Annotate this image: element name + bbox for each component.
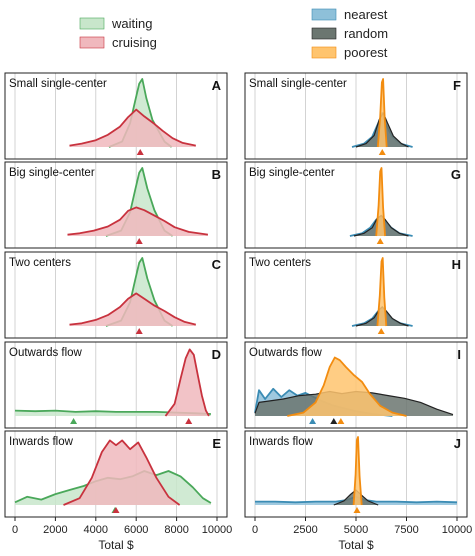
- x-tick-label: 10000: [202, 524, 233, 536]
- panel-letter: C: [212, 257, 222, 272]
- panel-letter: I: [457, 347, 461, 362]
- panel-title: Two centers: [9, 257, 71, 269]
- panel-letter: E: [212, 436, 221, 451]
- panel-f: Small single-center F: [244, 72, 468, 160]
- mean-marker-nearest: [309, 418, 317, 424]
- panel-frame: [4, 341, 228, 429]
- panel-letter: F: [453, 78, 461, 93]
- panel-letter: D: [212, 347, 221, 362]
- panel-frame: [4, 72, 228, 160]
- panel-title: Outwards flow: [9, 347, 83, 359]
- legend-item-waiting: waiting: [79, 16, 152, 31]
- x-tick-label: 2000: [43, 524, 67, 536]
- legend-item-nearest: nearest: [311, 7, 388, 22]
- panel-d: Outwards flow D: [4, 341, 228, 429]
- mean-marker-poorest: [353, 507, 361, 513]
- panel-frame: [244, 161, 468, 249]
- panel-letter: A: [212, 78, 222, 93]
- legend-swatch-cruising: [79, 36, 105, 49]
- legend-swatch-random: [311, 27, 337, 40]
- legend-item-cruising: cruising: [79, 35, 157, 50]
- panel-e: Inwards flow E: [4, 430, 228, 518]
- legend-item-random: random: [311, 26, 388, 41]
- line-cruising: [69, 292, 197, 326]
- mean-marker-random: [330, 418, 338, 424]
- panel-c: Two centers C: [4, 251, 228, 339]
- panel-title: Small single-center: [9, 78, 107, 90]
- legend-label-nearest: nearest: [344, 7, 388, 22]
- mean-marker-cruising: [135, 238, 143, 244]
- mean-marker-poorest: [378, 149, 386, 155]
- panel-frame: [244, 72, 468, 160]
- panel-frame: [244, 251, 468, 339]
- panel-letter: H: [452, 257, 461, 272]
- x-axis-label: Total $: [98, 538, 134, 552]
- panel-title: Big single-center: [249, 167, 335, 179]
- legend-swatch-waiting: [79, 17, 105, 30]
- panel-title: Two centers: [249, 257, 311, 269]
- panel-b: Big single-center B: [4, 161, 228, 249]
- mean-marker-poorest: [377, 328, 385, 334]
- line-cruising: [63, 439, 181, 506]
- line-cruising: [67, 206, 209, 236]
- line-cruising: [69, 108, 196, 147]
- line-poorest: [287, 356, 407, 417]
- panel-i: Outwards flow I: [244, 341, 468, 429]
- legend-label-waiting: waiting: [111, 16, 152, 31]
- x-tick-label: 0: [252, 524, 258, 536]
- x-axes: 0 2000 4000 6000 8000 10000 Total $ 0 2500 5000 75…: [12, 517, 472, 552]
- x-tick-label: 6000: [124, 524, 148, 536]
- panel-frame: [244, 341, 468, 429]
- legend-item-poorest: poorest: [311, 45, 388, 60]
- panel-letter: B: [212, 167, 221, 182]
- panel-frame: [4, 251, 228, 339]
- panel-frame: [4, 430, 228, 518]
- mean-marker-cruising: [136, 149, 144, 155]
- line-poorest: [352, 436, 363, 506]
- x-tick-label: 8000: [164, 524, 188, 536]
- x-tick-label: 7500: [394, 524, 418, 536]
- x-tick-label: 4000: [84, 524, 108, 536]
- legend-label-random: random: [344, 26, 388, 41]
- line-poorest: [376, 78, 388, 148]
- mean-marker-poorest: [376, 238, 384, 244]
- line-cruising: [164, 348, 210, 417]
- mean-marker-cruising: [112, 507, 120, 513]
- x-axis-right: 0 2500 5000 7500 10000 Total $: [252, 517, 472, 552]
- panel-title: Inwards flow: [9, 436, 74, 448]
- x-tick-label: 2500: [293, 524, 317, 536]
- panel-title: Outwards flow: [249, 347, 323, 359]
- area-poorest: [287, 357, 407, 416]
- mean-marker-poorest: [337, 418, 345, 424]
- area-cruising: [63, 440, 180, 505]
- x-tick-label: 10000: [442, 524, 473, 536]
- legend-label-cruising: cruising: [112, 35, 157, 50]
- panel-title: Inwards flow: [249, 436, 314, 448]
- legend-swatch-poorest: [311, 46, 337, 59]
- mean-marker-cruising: [185, 418, 193, 424]
- x-axis-left: 0 2000 4000 6000 8000 10000 Total $: [12, 517, 232, 552]
- x-axis-label: Total $: [338, 538, 374, 552]
- mean-marker-cruising: [135, 328, 143, 334]
- panel-g: Big single-center G: [244, 161, 468, 249]
- panel-j: Inwards flow J: [244, 430, 468, 518]
- panel-a: Small single-center A: [4, 72, 228, 160]
- legend-label-poorest: poorest: [344, 45, 388, 60]
- panel-title: Small single-center: [249, 78, 347, 90]
- line-poorest: [375, 167, 386, 237]
- x-tick-label: 5000: [344, 524, 368, 536]
- area-cruising: [69, 109, 196, 147]
- panel-frame: [4, 161, 228, 249]
- line-poorest: [376, 257, 388, 327]
- legends: waiting cruising nearest random poorest: [79, 7, 388, 60]
- panels: Small single-center A Big single-center B Tw…: [4, 72, 468, 518]
- x-tick-label: 0: [12, 524, 18, 536]
- panel-letter: G: [451, 167, 461, 182]
- panel-letter: J: [454, 436, 461, 451]
- panel-title: Big single-center: [9, 167, 95, 179]
- panel-h: Two centers H: [244, 251, 468, 339]
- legend-swatch-nearest: [311, 8, 337, 21]
- mean-marker-waiting: [70, 418, 78, 424]
